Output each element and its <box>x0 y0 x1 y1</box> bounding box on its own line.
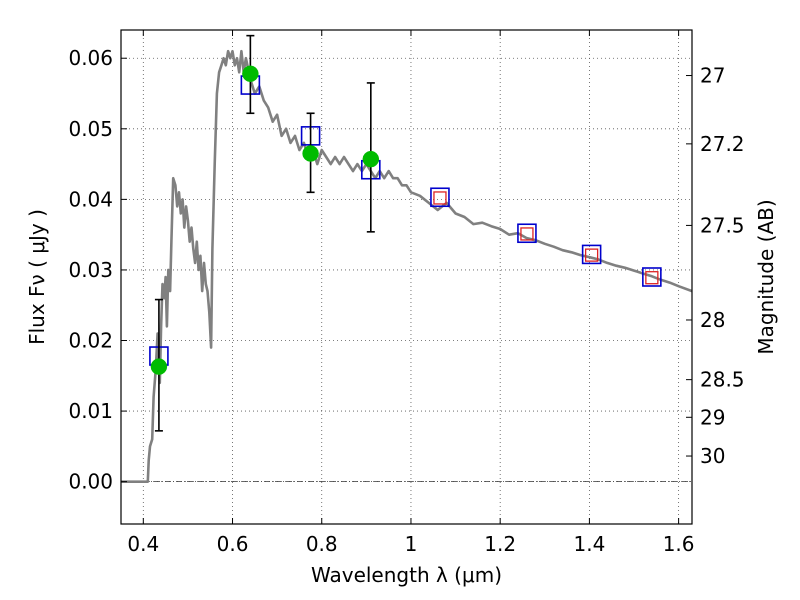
right-tick-label: 27.5 <box>700 213 745 237</box>
y-tick-label: 0.00 <box>68 470 113 494</box>
y-tick-label: 0.01 <box>68 399 113 423</box>
right-tick-label: 28 <box>700 308 725 332</box>
x-tick-label: 1.6 <box>663 532 695 556</box>
right-tick-label: 27.2 <box>700 132 745 156</box>
observed-photometry-point <box>362 150 380 168</box>
x-tick-label: 1 <box>405 532 418 556</box>
observed-photometry-point <box>302 145 319 162</box>
y-tick-label: 0.04 <box>68 187 113 211</box>
y-tick-label: 0.02 <box>68 329 113 353</box>
model-photometry-square <box>517 223 537 244</box>
model-photometry-square <box>642 267 662 287</box>
x-tick-label: 0.4 <box>127 532 159 556</box>
x-axis-title: Wavelength λ (μm) <box>311 563 502 587</box>
x-tick-labels: 0.4 0.6 0.8 1 1.2 1.4 1.6 <box>127 532 694 556</box>
y-axis-title: Flux Fν ( μJy ) <box>25 209 49 345</box>
y-tick-label: 0.05 <box>68 117 113 141</box>
tick-layer <box>121 30 692 524</box>
x-tick-label: 1.4 <box>573 532 605 556</box>
x-tick-label: 0.6 <box>217 532 249 556</box>
x-tick-label: 0.8 <box>306 532 338 556</box>
model-photometry-square <box>581 244 602 265</box>
model-photometry-inner-square <box>433 191 447 205</box>
model-photometry-inner-square <box>645 271 659 285</box>
y-tick-labels: 0.00 0.01 0.02 0.03 0.04 0.05 0.06 <box>68 46 113 493</box>
model-photometry-inner-square <box>584 248 599 262</box>
right-tick-labels: 27 27.2 27.5 28 28.5 29 30 <box>700 64 745 468</box>
right-axis-title: Magnitude (AB) <box>754 199 778 354</box>
observed-photometry-layer <box>150 65 380 375</box>
right-tick-label: 29 <box>700 405 725 429</box>
model-sed-layer <box>121 49 693 483</box>
right-tick-label: 28.5 <box>700 368 745 392</box>
y-tick-label: 0.06 <box>68 46 113 70</box>
plot-frame <box>120 29 693 525</box>
x-tick-label: 1.2 <box>484 532 516 556</box>
right-tick-label: 30 <box>700 444 725 468</box>
grid-layer <box>121 30 692 524</box>
observed-photometry-point <box>242 65 259 83</box>
y-tick-label: 0.03 <box>68 258 113 282</box>
right-tick-label: 27 <box>700 64 725 88</box>
model-photometry-square <box>430 187 450 208</box>
model-photometry-layer <box>149 75 662 366</box>
observed-photometry-point <box>150 358 168 375</box>
model-photometry-inner-square <box>520 227 534 241</box>
model-sed-line <box>121 49 693 483</box>
